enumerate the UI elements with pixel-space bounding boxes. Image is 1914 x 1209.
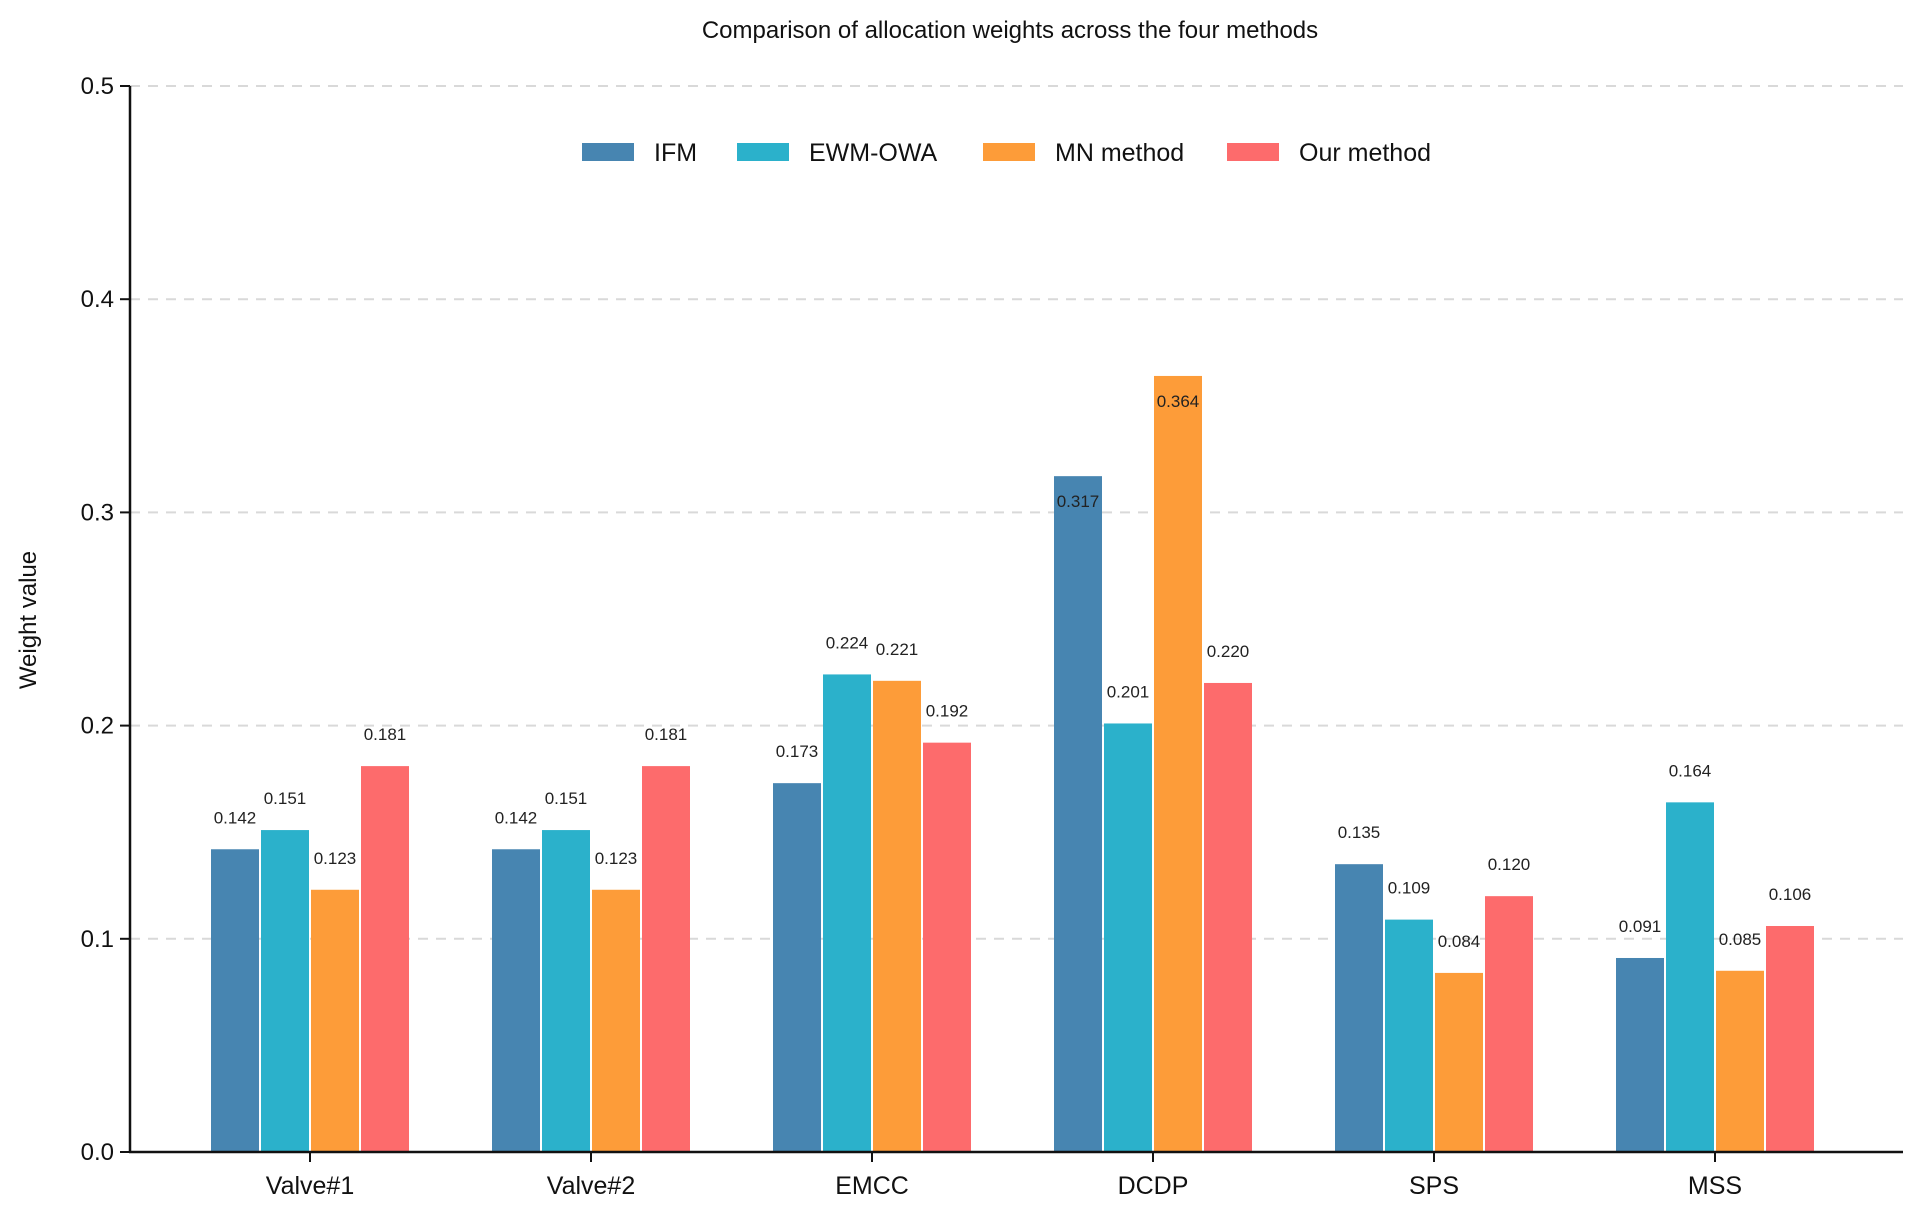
- data-label: 0.364: [1157, 392, 1200, 411]
- data-label: 0.123: [314, 849, 357, 868]
- data-label: 0.181: [645, 725, 688, 744]
- legend: IFM EWM-OWA MN method Our method: [582, 139, 1431, 167]
- bar: [1054, 476, 1102, 1152]
- data-label: 0.109: [1388, 879, 1431, 898]
- bar: [1154, 375, 1202, 1152]
- data-label: 0.120: [1488, 855, 1531, 874]
- legend-label: MN method: [1055, 139, 1184, 167]
- data-label: 0.181: [364, 725, 407, 744]
- bar: [592, 889, 640, 1152]
- data-label: 0.164: [1669, 761, 1712, 780]
- data-labels: 0.142 0.151 0.123 0.181 0.142 0.151 0.123 0.181…: [214, 392, 1812, 951]
- y-tick-label: 0.1: [81, 926, 114, 953]
- legend-swatch: [582, 143, 634, 161]
- bar: [923, 742, 971, 1152]
- legend-label: EWM-OWA: [809, 139, 938, 167]
- x-tick-label: Valve#2: [547, 1172, 636, 1200]
- bar: [1766, 926, 1814, 1152]
- bar: [1385, 919, 1433, 1152]
- bar: [1716, 970, 1764, 1152]
- bar: [1485, 896, 1533, 1152]
- data-label: 0.151: [264, 789, 307, 808]
- bar: [1435, 972, 1483, 1152]
- data-label: 0.142: [214, 808, 257, 827]
- bar: [261, 830, 309, 1152]
- data-label: 0.201: [1107, 682, 1150, 701]
- bars: [211, 375, 1814, 1152]
- x-tick-label: DCDP: [1118, 1172, 1189, 1200]
- data-label: 0.084: [1438, 932, 1481, 951]
- y-axis-title: Weight value: [15, 551, 42, 689]
- bar: [492, 849, 540, 1152]
- data-label: 0.135: [1338, 823, 1381, 842]
- data-label: 0.224: [826, 633, 869, 652]
- data-label: 0.173: [776, 742, 819, 761]
- bar: [823, 674, 871, 1152]
- data-label: 0.142: [495, 808, 538, 827]
- x-tick-label: SPS: [1409, 1172, 1459, 1200]
- data-label: 0.151: [545, 789, 588, 808]
- data-label: 0.192: [926, 702, 969, 721]
- data-label: 0.317: [1057, 492, 1100, 511]
- y-tick-label: 0.2: [81, 713, 114, 740]
- bar: [873, 680, 921, 1152]
- y-tick-label: 0.5: [81, 73, 114, 100]
- data-label: 0.085: [1719, 930, 1762, 949]
- bar: [311, 889, 359, 1152]
- bar: [361, 766, 409, 1152]
- data-label: 0.106: [1769, 885, 1812, 904]
- bar: [1204, 682, 1252, 1152]
- bar: [642, 766, 690, 1152]
- bar: [1335, 864, 1383, 1152]
- bar: [1616, 957, 1664, 1152]
- y-tick-label: 0.0: [81, 1139, 114, 1166]
- x-tick-label: Valve#1: [266, 1172, 355, 1200]
- x-tick-label: MSS: [1688, 1172, 1742, 1200]
- gridlines: [130, 85, 1903, 940]
- data-label: 0.221: [876, 640, 919, 659]
- legend-swatch: [737, 143, 789, 161]
- bar: [1666, 802, 1714, 1152]
- x-tick-label: EMCC: [835, 1172, 909, 1200]
- bar: [542, 830, 590, 1152]
- legend-label: Our method: [1299, 139, 1431, 167]
- bar: [773, 783, 821, 1152]
- data-label: 0.220: [1207, 642, 1250, 661]
- bar: [1104, 723, 1152, 1152]
- axes: 0.0 0.1 0.2 0.3 0.4 0.5 Valve#1 Valve#2 EMCC DCDP…: [81, 73, 1903, 1200]
- chart-title: Comparison of allocation weights across …: [702, 17, 1318, 44]
- bar: [211, 849, 259, 1152]
- y-tick-label: 0.4: [81, 286, 114, 313]
- legend-swatch: [983, 143, 1035, 161]
- data-label: 0.123: [595, 849, 638, 868]
- legend-label: IFM: [654, 139, 697, 167]
- legend-swatch: [1227, 143, 1279, 161]
- y-tick-label: 0.3: [81, 499, 114, 526]
- data-label: 0.091: [1619, 917, 1662, 936]
